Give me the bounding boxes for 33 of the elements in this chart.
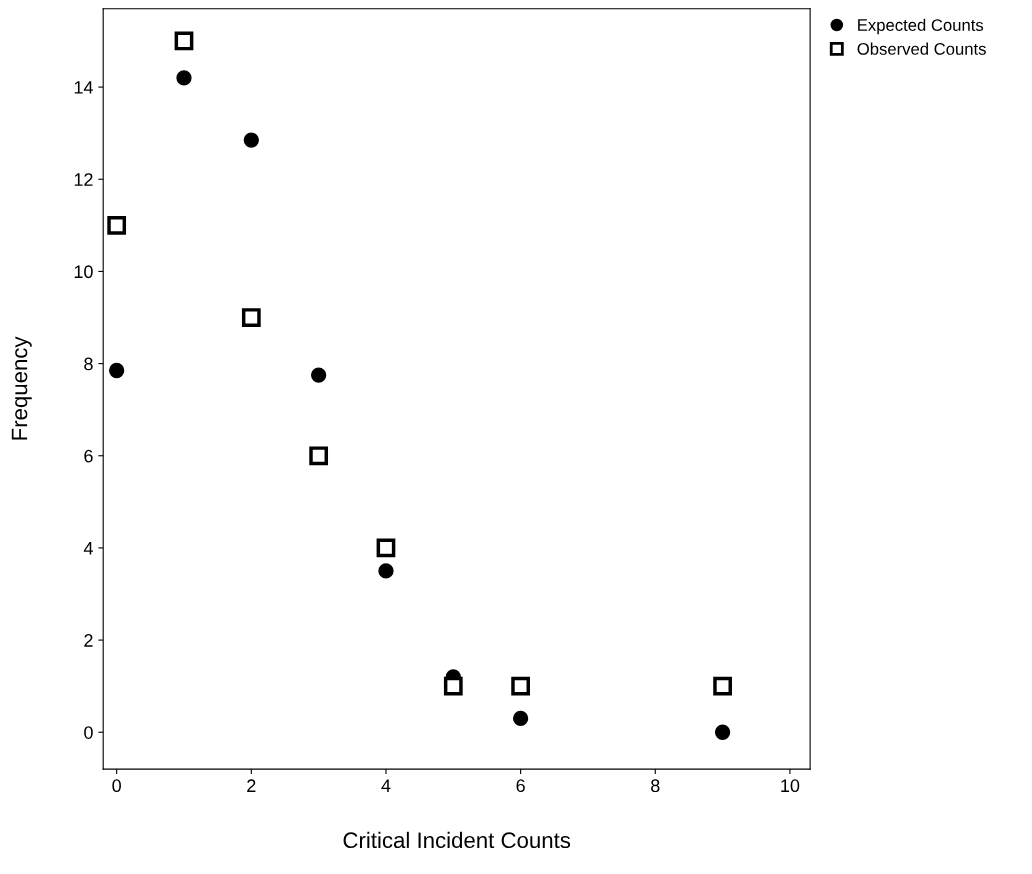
x-tick-label: 10 [781,779,800,793]
point [243,132,259,148]
point [174,31,194,51]
point [176,70,192,86]
point [714,724,731,740]
point [376,538,396,558]
y-axis-title: Frequency [11,336,32,440]
y-tick-label: 2 [84,634,93,647]
point [309,446,329,466]
point [511,676,530,696]
point [512,710,529,727]
point [109,362,125,379]
x-tick-label: 4 [381,779,391,792]
y-tick-label: 10 [74,265,93,279]
x-axis-title: Critical Incident Counts [343,831,571,849]
point [311,367,327,383]
y-tick-label: 14 [74,81,93,94]
x-tick-label: 0 [112,779,121,793]
point [378,563,394,579]
legend-label: Observed Counts [857,42,986,55]
legend-label: Expected Counts [858,18,984,35]
y-tick-label: 6 [84,449,93,463]
x-tick-label: 6 [516,779,525,793]
point [443,676,463,696]
point [713,676,732,696]
y-tick-label: 12 [74,173,93,186]
x-tick-label: 8 [651,779,660,793]
y-tick-label: 4 [83,542,93,555]
x-tick-label: 2 [247,779,256,792]
y-tick-label: 0 [84,726,93,739]
point [241,308,261,327]
point [107,215,127,235]
y-tick-label: 8 [84,357,93,371]
